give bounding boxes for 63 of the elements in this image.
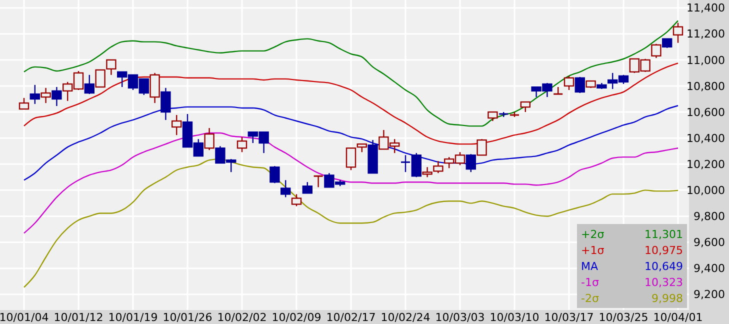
candlestick (52, 86, 62, 107)
line-series (23, 20, 679, 127)
line-series (23, 62, 679, 145)
x-tick-label: 10/02/09 (272, 311, 322, 324)
candlestick (313, 175, 324, 188)
x-tick-label: 10/01/26 (162, 311, 212, 324)
candlestick (204, 127, 214, 151)
annotation: 10,323 (644, 276, 683, 289)
y-tick-label: 9,800 (694, 210, 725, 224)
x-tick-label: 10/01/04 (0, 311, 49, 324)
text: -2σ (581, 292, 599, 305)
candlestick (280, 180, 291, 198)
candlestick (150, 72, 160, 104)
candlestick (40, 87, 51, 104)
annotation: 9,998 (652, 292, 683, 305)
y-tick-label: 10,400 (686, 132, 725, 145)
candlestick (520, 101, 530, 113)
x-tick-label: 10/01/12 (54, 311, 104, 324)
x-tick-label: 10/03/25 (598, 311, 648, 324)
x-tick-label: 10/03/03 (435, 311, 485, 324)
annotation: 11,301 (644, 228, 683, 241)
y-tick-label: 10,200 (686, 158, 725, 171)
x-tick-label: 10/03/17 (544, 311, 594, 324)
x-tick-label: 10/02/02 (217, 311, 267, 324)
candlestick (662, 38, 672, 49)
x-tick-label: 10/02/24 (380, 311, 430, 324)
annotation: 10,975 (644, 244, 683, 257)
y-tick-label: 9,600 (694, 236, 725, 250)
y-tick-label: 10,800 (686, 80, 725, 93)
candlestick (564, 75, 574, 91)
y-tick-label: 9,400 (694, 262, 725, 276)
y-tick-label: 9,200 (694, 288, 725, 302)
candlestick (160, 87, 171, 121)
x-tick-label: 10/03/10 (490, 311, 540, 324)
candlestick (106, 59, 116, 76)
candlestick (672, 22, 684, 44)
candlestick (270, 165, 280, 184)
candlestick (574, 76, 585, 94)
candlestick (476, 138, 487, 156)
candlestick (30, 84, 40, 105)
candlestick (236, 136, 248, 153)
text: +1σ (581, 244, 604, 257)
annotation: 10,649 (644, 260, 683, 273)
candlestick (466, 153, 476, 173)
y-tick-label: 11,000 (686, 54, 725, 67)
x-tick-label: 10/01/19 (108, 311, 158, 324)
text: +2σ (581, 228, 604, 241)
y-tick-label: 10,600 (686, 106, 725, 119)
x-tick-label: 10/02/17 (326, 311, 376, 324)
candlestick (18, 97, 30, 110)
y-tick-label: 10,000 (686, 184, 725, 198)
text: -1σ (581, 276, 599, 289)
x-tick-label: 10/04/01 (653, 311, 703, 324)
y-tick-label: 11,200 (686, 28, 725, 41)
candlestick (302, 181, 312, 194)
candlestick (84, 74, 94, 95)
candlestick (172, 114, 182, 136)
candlestick (651, 43, 662, 59)
y-tick-label: 11,400 (686, 2, 725, 15)
candlestick (346, 147, 356, 171)
candlestick (95, 69, 106, 88)
candlestick (291, 194, 302, 207)
text: MA (581, 260, 598, 273)
